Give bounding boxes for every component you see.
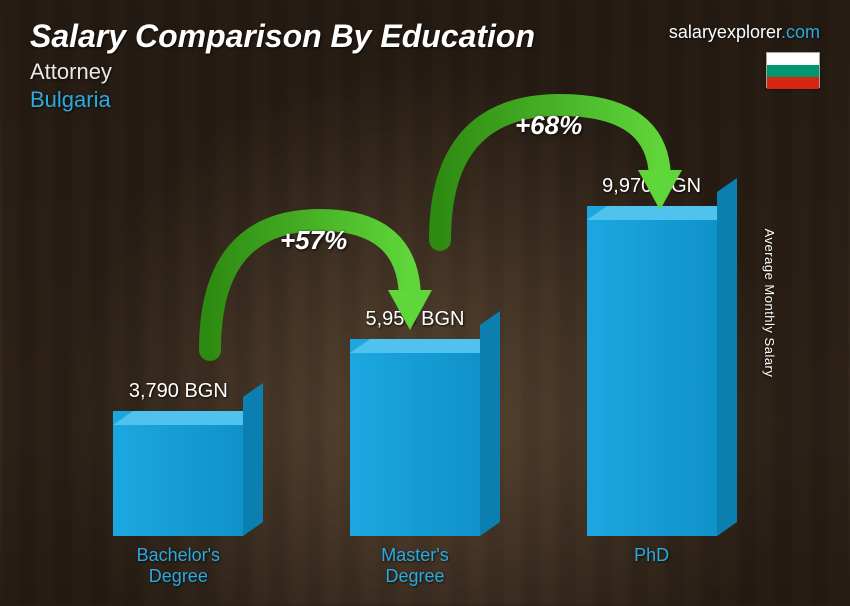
bar-value-label: 5,950 BGN bbox=[366, 308, 465, 331]
bar-side-face bbox=[480, 311, 500, 536]
x-axis-label-1: Master'sDegree bbox=[315, 545, 515, 588]
bar-group-0: 3,790 BGN bbox=[78, 380, 278, 536]
flag-stripe-2 bbox=[767, 65, 819, 77]
bar bbox=[587, 206, 717, 536]
bar-value-label: 3,790 BGN bbox=[129, 380, 228, 403]
flag-stripe-3 bbox=[767, 77, 819, 89]
bars-container: 3,790 BGN 5,950 BGN 9,970 BGN bbox=[60, 150, 770, 536]
increase-pct-2: +68% bbox=[515, 110, 582, 141]
bar-top-face bbox=[113, 411, 263, 425]
x-axis-label-2: PhD bbox=[552, 545, 752, 588]
x-axis-label-0: Bachelor'sDegree bbox=[78, 545, 278, 588]
bar-front-face bbox=[350, 339, 480, 536]
bar-group-1: 5,950 BGN bbox=[315, 308, 515, 536]
increase-pct-1: +57% bbox=[280, 225, 347, 256]
brand-name: salaryexplorer bbox=[669, 22, 781, 42]
bar-value-label: 9,970 BGN bbox=[602, 175, 701, 198]
bar bbox=[113, 411, 243, 536]
chart-subtitle-country: Bulgaria bbox=[30, 87, 820, 113]
bar-front-face bbox=[587, 206, 717, 536]
bar-side-face bbox=[243, 383, 263, 536]
bar-chart: 3,790 BGN5,950 BGN9,970 BGN +57% +68% bbox=[60, 150, 770, 536]
brand-suffix: .com bbox=[781, 22, 820, 42]
bar-side-face bbox=[717, 178, 737, 536]
flag-stripe-1 bbox=[767, 53, 819, 65]
bar bbox=[350, 339, 480, 536]
bar-group-2: 9,970 BGN bbox=[552, 175, 752, 536]
bar-front-face bbox=[113, 411, 243, 536]
bar-top-face bbox=[350, 339, 500, 353]
country-flag-icon bbox=[766, 52, 820, 88]
x-axis: Bachelor'sDegree Master'sDegree PhD bbox=[60, 545, 770, 588]
chart-subtitle-job: Attorney bbox=[30, 59, 820, 85]
bar-top-face bbox=[587, 206, 737, 220]
brand-label: salaryexplorer.com bbox=[669, 22, 820, 43]
